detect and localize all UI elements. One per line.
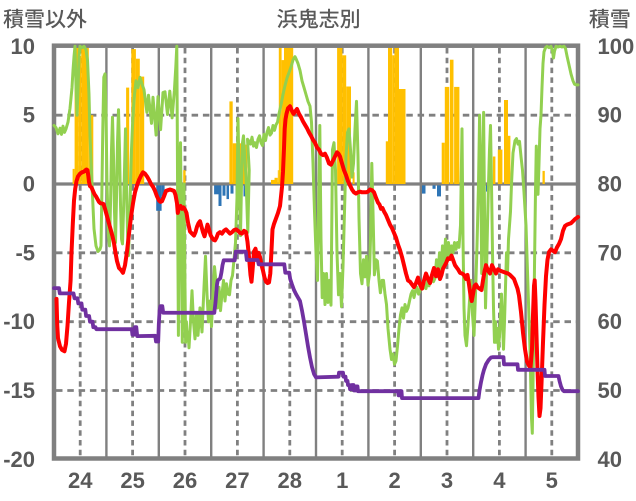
svg-text:0: 0 — [23, 172, 35, 197]
svg-text:5: 5 — [23, 103, 35, 128]
svg-text:3: 3 — [441, 468, 453, 493]
svg-text:24: 24 — [68, 468, 93, 493]
svg-text:-20: -20 — [3, 447, 35, 472]
svg-text:100: 100 — [598, 34, 635, 59]
svg-text:40: 40 — [598, 447, 622, 472]
svg-text:1: 1 — [336, 468, 348, 493]
svg-text:26: 26 — [173, 468, 197, 493]
svg-text:10: 10 — [11, 34, 35, 59]
svg-text:28: 28 — [278, 468, 302, 493]
svg-text:80: 80 — [598, 172, 622, 197]
svg-text:27: 27 — [225, 468, 249, 493]
svg-text:-10: -10 — [3, 309, 35, 334]
svg-text:60: 60 — [598, 309, 622, 334]
svg-text:5: 5 — [546, 468, 558, 493]
svg-text:-15: -15 — [3, 378, 35, 403]
svg-text:4: 4 — [493, 468, 506, 493]
svg-text:-5: -5 — [15, 240, 35, 265]
svg-text:25: 25 — [120, 468, 144, 493]
svg-text:90: 90 — [598, 103, 622, 128]
svg-text:50: 50 — [598, 378, 622, 403]
svg-text:70: 70 — [598, 240, 622, 265]
svg-text:2: 2 — [388, 468, 400, 493]
